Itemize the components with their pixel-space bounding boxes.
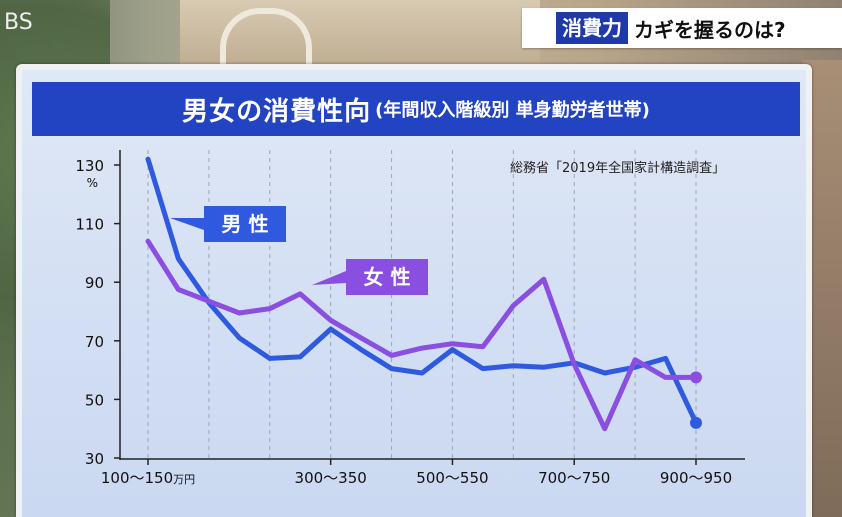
legend-female-label: 女 性 bbox=[364, 265, 411, 289]
series-line-female bbox=[145, 238, 699, 432]
y-tick-label: 30 bbox=[85, 450, 104, 468]
caption-tag: 消費力 bbox=[556, 12, 628, 44]
chart-source: 総務省「2019年全国家計構造調査」 bbox=[510, 161, 726, 176]
legend-male bbox=[170, 206, 286, 242]
background-shelf bbox=[180, 0, 540, 64]
x-tick-label: 100〜150万円 bbox=[101, 469, 195, 487]
news-caption: 消費力 カギを握るのは? bbox=[522, 8, 842, 48]
legend-female bbox=[312, 259, 428, 295]
legend-male-label: 男 性 bbox=[222, 212, 269, 236]
x-tick-label: 700〜750 bbox=[538, 469, 610, 487]
x-tick-label: 300〜350 bbox=[295, 469, 367, 487]
caption-text: カギを握るのは? bbox=[634, 17, 786, 42]
series-endpoint bbox=[690, 371, 702, 384]
y-tick-label: 130 bbox=[75, 157, 104, 175]
chart-title: 男女の消費性向 bbox=[182, 96, 372, 127]
y-axis-unit: % bbox=[87, 176, 98, 190]
y-tick-label: 90 bbox=[85, 274, 104, 292]
y-tick-label: 70 bbox=[85, 333, 104, 351]
chart-subtitle: (年間収入階級別 単身勤労者世帯) bbox=[375, 100, 650, 121]
x-tick-label: 900〜950 bbox=[660, 469, 732, 487]
chart-screen: 男女の消費性向 (年間収入階級別 単身勤労者世帯) 総務省「2019年全国家計構… bbox=[22, 70, 806, 517]
y-tick-label: 110 bbox=[75, 216, 104, 234]
display-monitor: 男女の消費性向 (年間収入階級別 単身勤労者世帯) 総務省「2019年全国家計構… bbox=[16, 64, 812, 517]
x-tick-label: 500〜550 bbox=[416, 469, 488, 487]
channel-logo: BS bbox=[4, 10, 33, 35]
series-line-male bbox=[145, 156, 699, 426]
series-endpoint bbox=[690, 416, 702, 429]
chart-title-banner: 男女の消費性向 (年間収入階級別 単身勤労者世帯) bbox=[32, 82, 800, 136]
y-tick-label: 50 bbox=[85, 391, 104, 409]
